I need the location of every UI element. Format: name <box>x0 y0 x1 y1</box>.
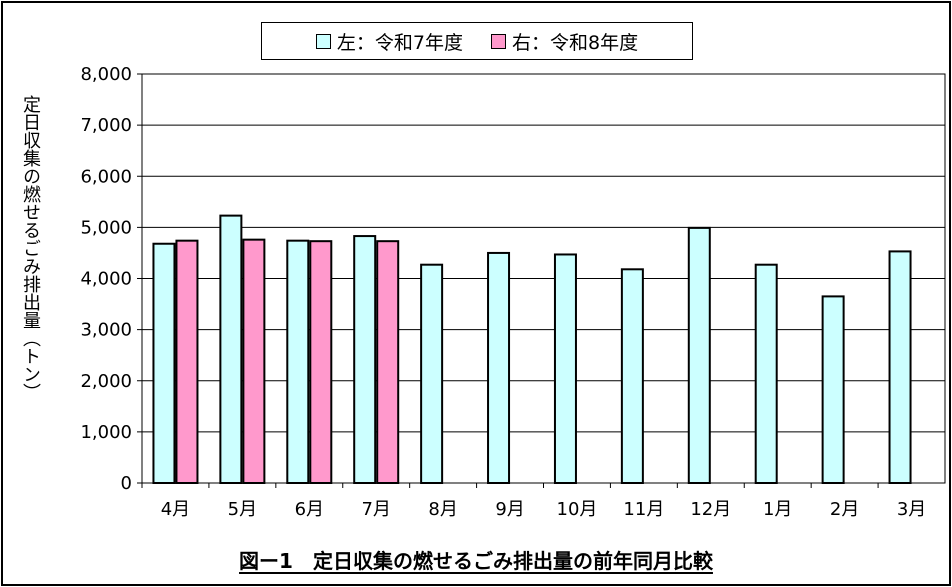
x-tick-label: 9月 <box>495 499 524 520</box>
bar-1-6月 <box>286 239 310 484</box>
x-tick-label: 4月 <box>161 499 190 520</box>
y-tick-label: 0 <box>121 473 132 494</box>
bar-1-7月 <box>353 235 377 484</box>
y-tick-label: 5,000 <box>80 217 132 238</box>
x-tick-label: 8月 <box>428 499 457 520</box>
x-tick-label: 10月 <box>557 499 598 520</box>
x-tick-label: 5月 <box>228 499 257 520</box>
legend-swatch-series-2 <box>491 33 506 49</box>
x-tick-label: 12月 <box>690 499 731 520</box>
y-tick-label: 7,000 <box>80 115 132 136</box>
bar-1-11月 <box>620 268 644 484</box>
x-tick-label: 6月 <box>295 499 324 520</box>
bar-1-10月 <box>553 253 577 484</box>
legend-label-series-1: 左：令和7年度 <box>336 31 463 54</box>
chart-title-text: 図ー1 定日収集の燃せるごみ排出量の前年同月比較 <box>239 549 713 573</box>
x-tick-label: 2月 <box>830 499 859 520</box>
bar-1-12月 <box>687 226 711 484</box>
bar-2-4月 <box>175 239 199 484</box>
y-tick-label: 3,000 <box>80 320 132 341</box>
x-tick-label: 11月 <box>623 499 664 520</box>
legend-swatch-series-1 <box>315 33 331 49</box>
x-tick-label: 1月 <box>763 499 792 520</box>
bar-2-7月 <box>376 240 400 484</box>
bar-chart: 0 1,000 2,000 3,000 4,000 5,000 6,000 7,000 8,00… <box>80 64 946 520</box>
bar-1-2月 <box>821 295 845 484</box>
bar-1-9月 <box>487 251 511 484</box>
x-tick-label: 3月 <box>897 499 926 520</box>
legend-label-series-2: 右：令和8年度 <box>512 31 639 54</box>
bar-1-8月 <box>420 263 444 485</box>
bar-2-6月 <box>309 240 333 484</box>
bar-1-1月 <box>754 263 778 485</box>
y-tick-label: 1,000 <box>80 422 132 443</box>
legend-item-series-1: 左：令和7年度 <box>315 28 463 55</box>
bar-2-5月 <box>242 238 266 484</box>
y-tick-label: 4,000 <box>80 269 132 290</box>
bar-1-4月 <box>152 242 176 484</box>
legend: 左：令和7年度 右：令和8年度 <box>261 22 693 60</box>
y-axis-label: 定日収集の燃せるごみ排出量（トン） <box>20 95 41 401</box>
y-tick-label: 2,000 <box>80 371 132 392</box>
bar-1-5月 <box>219 214 243 485</box>
y-tick-label: 8,000 <box>80 64 132 85</box>
y-tick-label: 6,000 <box>80 166 132 187</box>
chart-title: 図ー1 定日収集の燃せるごみ排出量の前年同月比較 <box>3 545 949 574</box>
bar-1-3月 <box>888 250 912 484</box>
x-tick-label: 7月 <box>361 499 390 520</box>
legend-item-series-2: 右：令和8年度 <box>491 28 638 55</box>
